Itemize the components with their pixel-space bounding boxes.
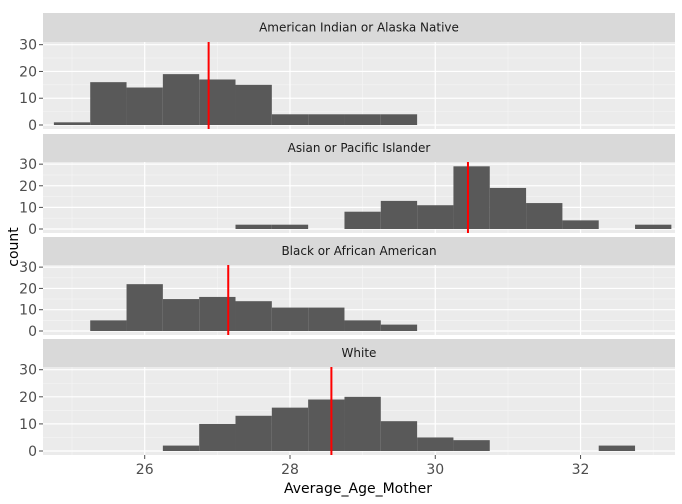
histogram-bar — [380, 324, 418, 331]
histogram-bar — [162, 74, 200, 125]
x-tick-label: 28 — [281, 462, 299, 478]
histogram-bar — [199, 423, 236, 451]
histogram-bar — [308, 399, 345, 451]
histogram-bar — [453, 166, 490, 229]
facet-strip-label: White — [342, 346, 377, 360]
y-tick-label: 20 — [19, 64, 37, 80]
histogram-bar — [90, 320, 127, 331]
histogram-bar — [162, 299, 200, 331]
histogram-bar — [126, 284, 163, 331]
histogram-bar — [417, 437, 454, 451]
y-tick-label: 30 — [19, 157, 37, 173]
y-axis-title: count — [6, 227, 22, 267]
y-tick-label: 20 — [19, 281, 37, 297]
histogram-bar — [380, 421, 418, 451]
y-tick-label: 10 — [19, 303, 37, 319]
histogram-bar — [235, 415, 272, 451]
histogram-bar — [271, 224, 309, 229]
histogram-bar — [635, 224, 672, 229]
histogram-bar — [308, 114, 345, 125]
histogram-bar — [271, 307, 309, 331]
histogram-bar — [308, 307, 345, 331]
histogram-bar — [344, 396, 381, 451]
x-tick-label: 30 — [426, 462, 444, 478]
histogram-bar — [526, 203, 563, 229]
histogram-bar — [380, 200, 418, 229]
histogram-bar — [90, 82, 127, 125]
histogram-bar — [453, 440, 490, 451]
histogram-bar — [235, 301, 272, 331]
facet-strip — [43, 13, 675, 42]
histogram-bar — [126, 87, 163, 125]
facet-strip — [43, 237, 675, 265]
y-tick-label: 0 — [28, 324, 37, 340]
y-tick-label: 30 — [19, 38, 37, 54]
histogram-bar — [199, 79, 236, 125]
facet-strip — [43, 134, 675, 162]
y-tick-label: 30 — [19, 260, 37, 276]
y-tick-label: 10 — [19, 200, 37, 216]
facet-strip-label: Asian or Pacific Islander — [288, 141, 431, 155]
histogram-bar — [344, 320, 381, 331]
histogram-bar — [235, 224, 272, 229]
histogram-bar — [271, 114, 309, 125]
facet-strip-label: Black or African American — [281, 244, 436, 258]
x-axis-title: Average_Age_Mother — [284, 481, 432, 497]
histogram-bar — [380, 114, 418, 125]
histogram-bar — [344, 114, 381, 125]
y-tick-label: 0 — [28, 222, 37, 238]
histogram-bar — [235, 84, 272, 125]
facet-strip-label: American Indian or Alaska Native — [259, 21, 459, 35]
histogram-bar — [598, 445, 636, 451]
histogram-bar — [417, 205, 454, 229]
histogram-bar — [271, 407, 309, 451]
histogram-bar — [562, 220, 599, 229]
y-tick-label: 10 — [19, 91, 37, 107]
histogram-bar — [162, 445, 200, 451]
y-tick-label: 0 — [28, 444, 37, 460]
histogram-bar — [489, 187, 527, 229]
y-tick-label: 20 — [19, 390, 37, 406]
y-tick-label: 20 — [19, 179, 37, 195]
histogram-bar — [199, 296, 236, 331]
y-tick-label: 0 — [28, 118, 37, 134]
y-tick-label: 30 — [19, 363, 37, 379]
x-tick-label: 26 — [136, 462, 154, 478]
facet-strip — [43, 339, 675, 367]
histogram-bar — [344, 211, 381, 229]
x-tick-label: 32 — [572, 462, 590, 478]
histogram-bar — [53, 122, 91, 125]
y-tick-label: 10 — [19, 417, 37, 433]
